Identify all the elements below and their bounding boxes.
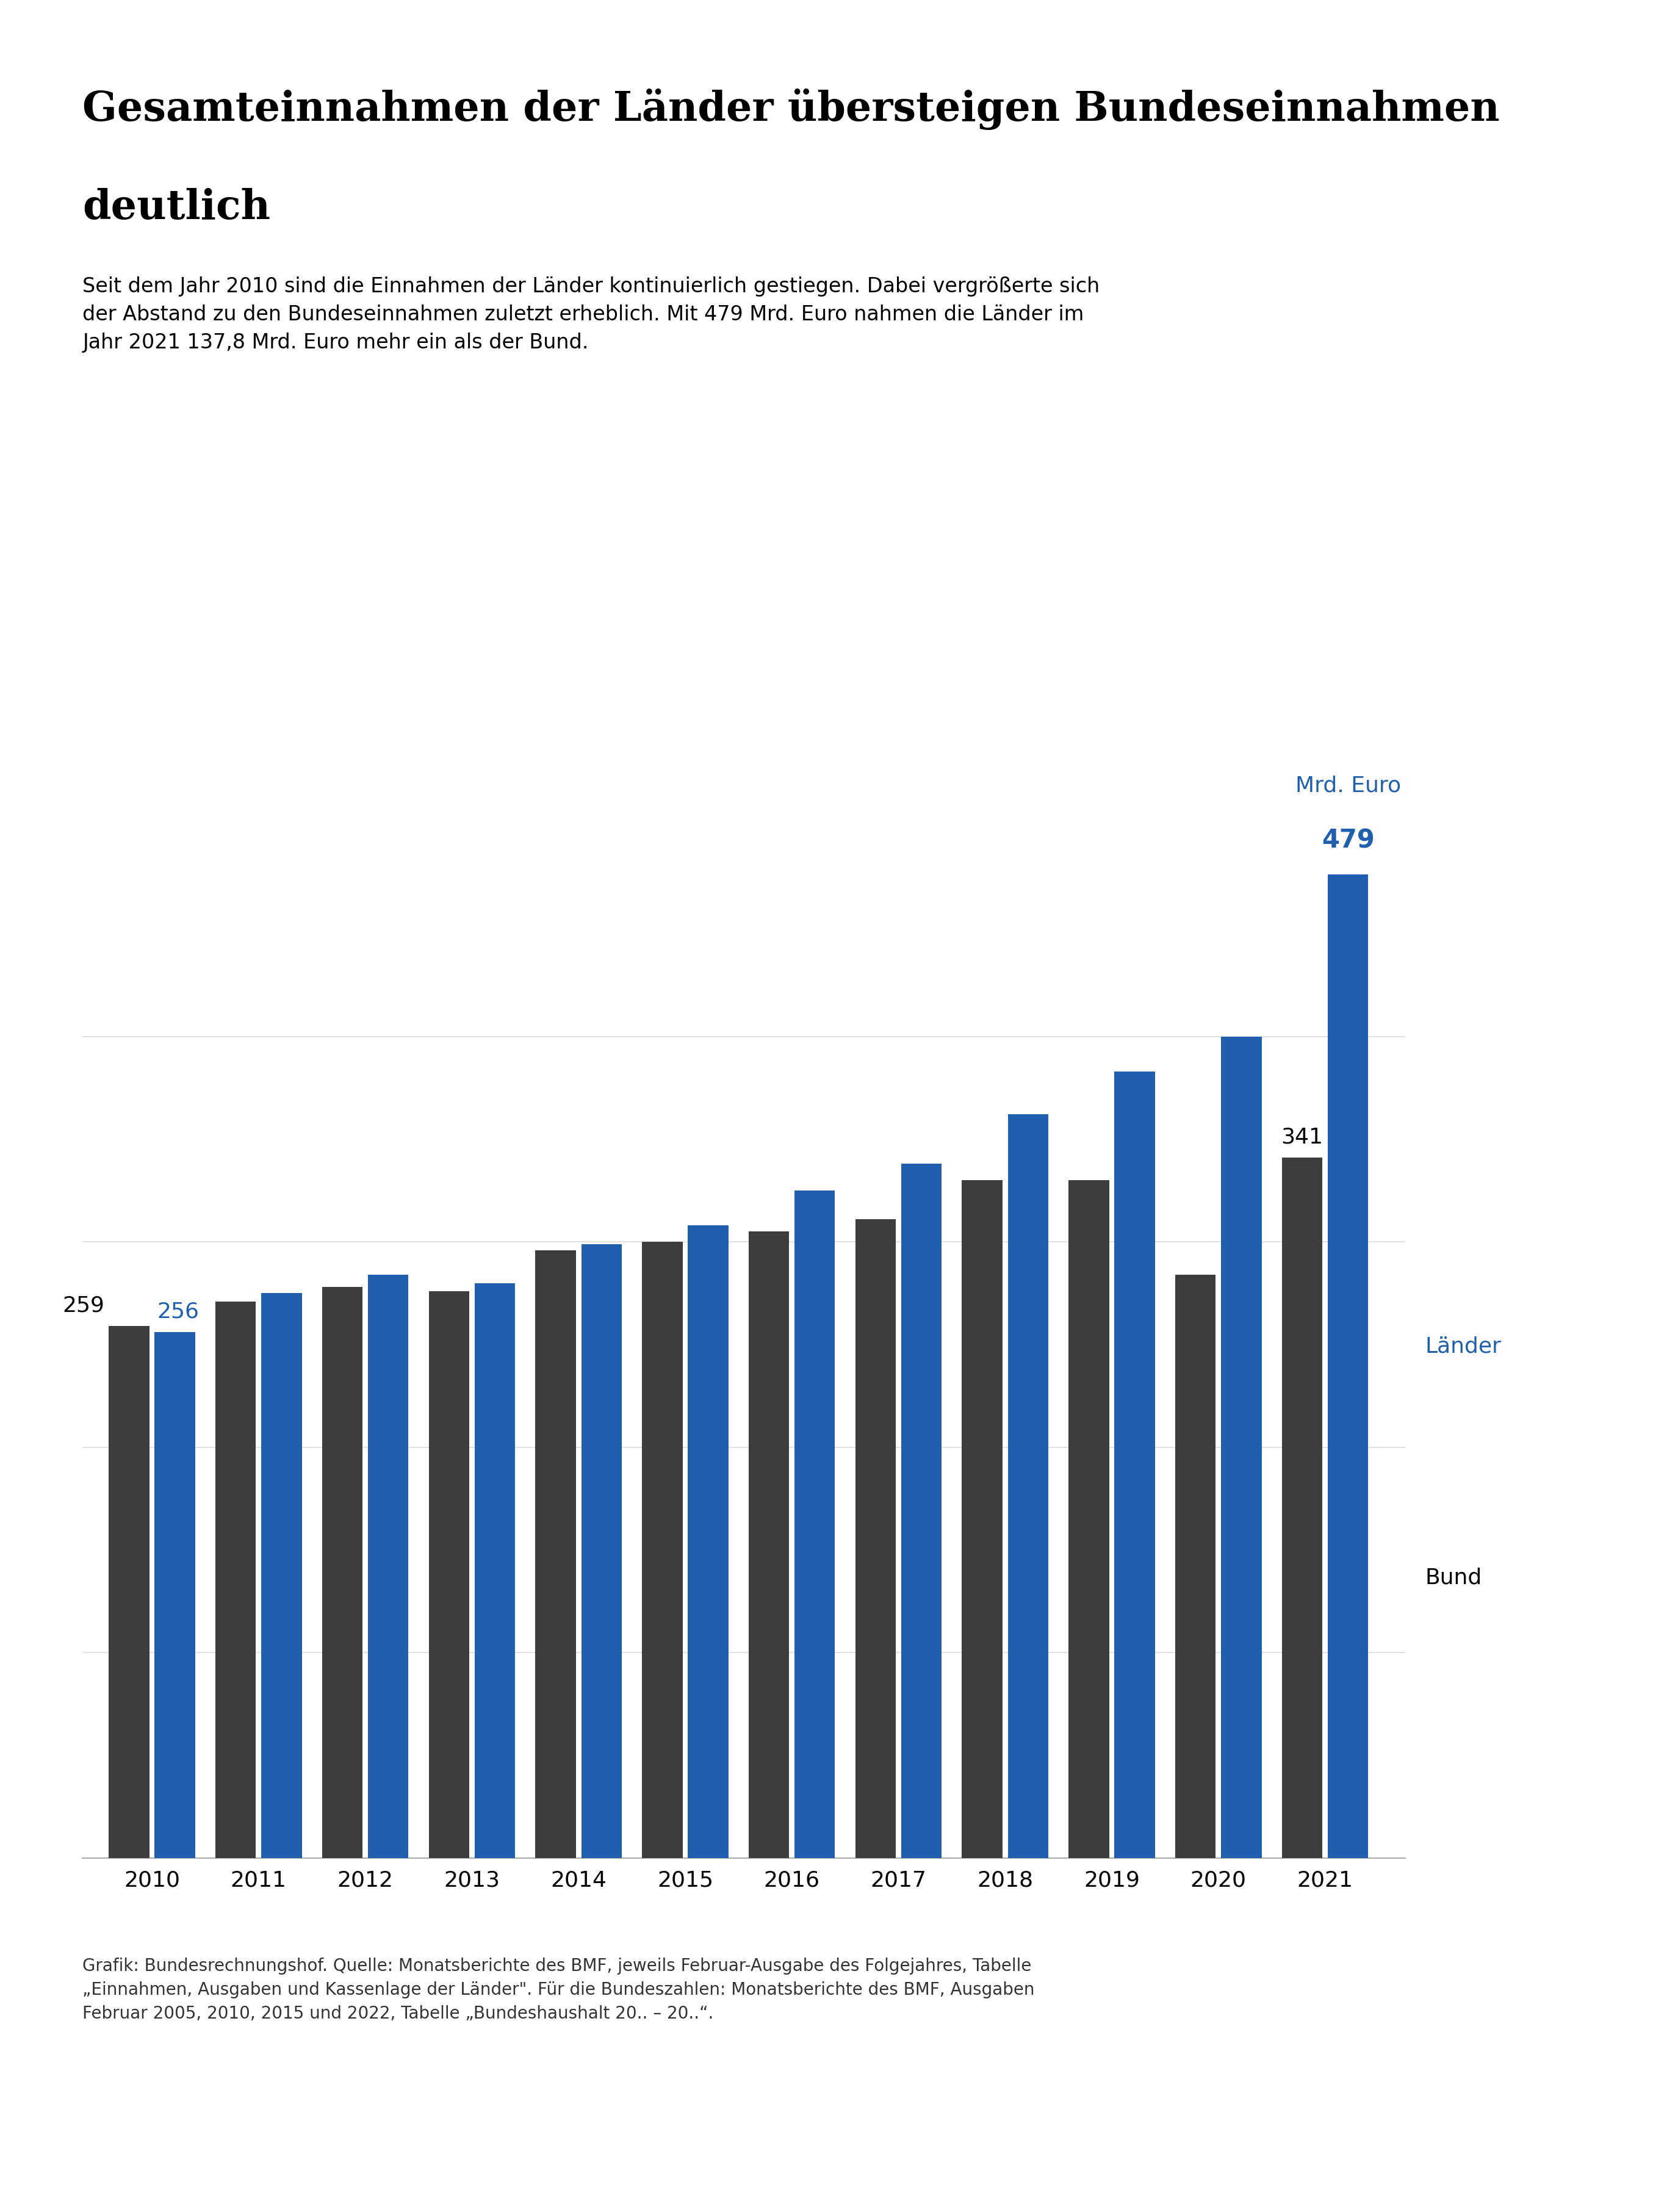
Bar — [215, 1301, 256, 1858]
Bar — [749, 1232, 788, 1858]
Bar — [688, 1225, 729, 1858]
Text: Länder: Länder — [1425, 1336, 1501, 1356]
Text: deutlich: deutlich — [83, 188, 271, 228]
Bar — [1327, 874, 1369, 1858]
Text: 479: 479 — [1321, 827, 1374, 854]
Bar — [641, 1241, 683, 1858]
Text: 341: 341 — [1281, 1126, 1322, 1148]
Bar — [261, 1294, 302, 1858]
Bar — [1008, 1115, 1048, 1858]
Text: 259: 259 — [63, 1294, 104, 1316]
Text: Mrd. Euro: Mrd. Euro — [1296, 776, 1400, 796]
Bar — [155, 1332, 195, 1858]
Bar — [962, 1181, 1002, 1858]
Bar — [582, 1243, 622, 1858]
Bar — [428, 1292, 469, 1858]
Bar — [536, 1250, 575, 1858]
Bar — [795, 1190, 835, 1858]
Bar — [109, 1325, 149, 1858]
Bar — [474, 1283, 516, 1858]
Bar — [1114, 1071, 1155, 1858]
Text: Grafik: Bundesrechnungshof. Quelle: Monatsberichte des BMF, jeweils Februar-Ausg: Grafik: Bundesrechnungshof. Quelle: Mona… — [83, 1958, 1035, 2022]
Text: 256: 256 — [157, 1301, 198, 1323]
Bar — [369, 1274, 408, 1858]
Bar — [1175, 1274, 1215, 1858]
Bar — [901, 1164, 942, 1858]
Text: Seit dem Jahr 2010 sind die Einnahmen der Länder kontinuierlich gestiegen. Dabei: Seit dem Jahr 2010 sind die Einnahmen de… — [83, 276, 1099, 352]
Text: Gesamteinnahmen der Länder übersteigen Bundeseinnahmen: Gesamteinnahmen der Länder übersteigen B… — [83, 88, 1499, 131]
Bar — [1281, 1157, 1322, 1858]
Bar — [1068, 1181, 1109, 1858]
Bar — [322, 1287, 362, 1858]
Bar — [1222, 1037, 1261, 1858]
Bar — [855, 1219, 896, 1858]
Text: Bund: Bund — [1425, 1568, 1481, 1588]
